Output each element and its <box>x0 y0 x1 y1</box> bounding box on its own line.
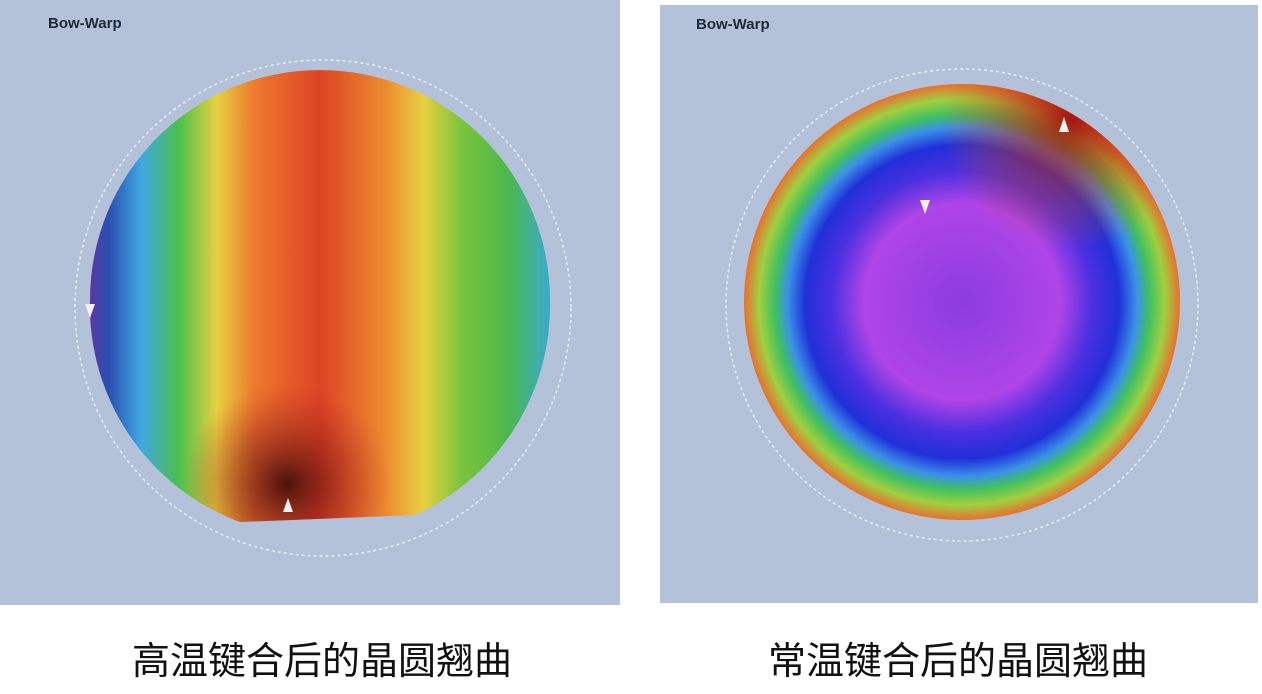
marker <box>1059 117 1069 132</box>
marker <box>85 304 95 318</box>
panel-title: Bow-Warp <box>48 15 122 32</box>
wafer-outline <box>74 59 572 557</box>
wafer-outline <box>725 68 1199 542</box>
caption: 高温键合后的晶圆翘曲 <box>132 639 512 683</box>
panel-title: Bow-Warp <box>696 16 770 33</box>
marker <box>283 498 293 512</box>
marker <box>920 200 930 214</box>
caption: 常温键合后的晶圆翘曲 <box>768 639 1148 683</box>
wafer-map <box>89 70 551 523</box>
wafer-map <box>744 84 1180 520</box>
